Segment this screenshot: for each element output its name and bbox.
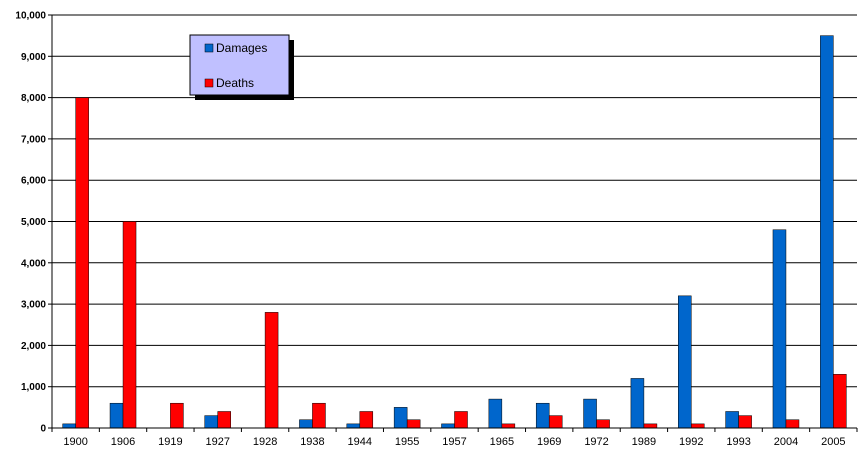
legend-label-damages: Damages (216, 41, 267, 55)
bar-deaths-2004 (785, 419, 800, 429)
bar-deaths-1972 (596, 419, 610, 429)
bars (62, 35, 847, 429)
y-tick-label: 8,000 (21, 93, 46, 104)
y-tick-label: 1,000 (21, 382, 46, 393)
gridlines (52, 14, 857, 388)
x-tick-label: 1906 (111, 436, 135, 448)
bar-deaths-1965 (501, 423, 516, 429)
y-tick-label: 6,000 (21, 176, 46, 187)
bar-deaths-1993 (738, 415, 752, 429)
x-tick-label: 1928 (253, 436, 277, 448)
bar-deaths-1969 (548, 415, 563, 429)
y-tick-label: 5,000 (21, 217, 46, 228)
x-tick-label: 2005 (821, 436, 845, 448)
bar-deaths-1989 (643, 423, 658, 429)
bar-damages-1944 (346, 423, 361, 429)
bar-deaths-1938 (312, 402, 326, 429)
bar-deaths-1957 (454, 411, 468, 429)
bar-deaths-1919 (170, 402, 184, 429)
x-tick-label: 2004 (774, 436, 798, 448)
legend-label-deaths: Deaths (216, 76, 254, 90)
y-tick-label: 7,000 (21, 134, 46, 145)
axes (51, 15, 857, 429)
x-tick-label: 1972 (584, 436, 608, 448)
x-tick-label: 1900 (63, 436, 87, 448)
y-tick-label: 9,000 (21, 52, 46, 63)
bar-deaths-1928 (264, 312, 279, 429)
x-tick-label: 1965 (490, 436, 514, 448)
bar-damages-1955 (393, 407, 408, 429)
x-tick-label: 1989 (632, 436, 656, 448)
bar-deaths-1944 (359, 411, 374, 429)
bar-damages-1900 (62, 423, 76, 429)
bar-deaths-2005 (833, 374, 847, 429)
x-tick-label: 1927 (205, 436, 229, 448)
x-tick-label: 1919 (158, 436, 182, 448)
y-tick-label: 0 (40, 424, 46, 435)
bar-damages-1906 (109, 402, 124, 429)
y-tick-label: 4,000 (21, 258, 46, 269)
bar-damages-2005 (820, 35, 834, 429)
bar-damages-2004 (772, 229, 787, 429)
y-tick-label: 3,000 (21, 300, 46, 311)
bar-deaths-1955 (406, 419, 421, 429)
legend-swatch-damages (204, 43, 214, 53)
y-tick-label: 2,000 (21, 341, 46, 352)
bar-deaths-1992 (691, 423, 705, 429)
x-tick-label: 1938 (300, 436, 324, 448)
bar-deaths-1900 (75, 97, 89, 429)
x-tick-label: 1957 (442, 436, 466, 448)
y-axis-ticks: 0 1,000 2,000 3,000 4,000 5,000 6,000 7,000 8,00… (15, 11, 52, 435)
x-axis-ticks: 1900 1906 1919 1927 1928 1938 1944 1955 1957 1965… (51, 428, 858, 448)
x-tick-label: 1993 (726, 436, 750, 448)
bar-damages-1927 (204, 415, 218, 429)
x-tick-label: 1992 (679, 436, 703, 448)
bar-deaths-1927 (217, 411, 231, 429)
legend-swatch-deaths (204, 78, 214, 88)
bar-damages-1957 (441, 423, 455, 429)
bar-damages-1992 (678, 295, 692, 429)
x-tick-label: 1955 (395, 436, 419, 448)
bar-damages-1993 (725, 411, 739, 429)
legend: Damages Deaths (189, 34, 294, 100)
bar-deaths-1906 (122, 221, 137, 429)
x-tick-label: 1944 (348, 436, 372, 448)
y-tick-label: 10,000 (15, 11, 46, 22)
bar-damages-1989 (630, 378, 645, 429)
bar-damages-1938 (299, 419, 313, 429)
bar-damages-1972 (583, 398, 597, 429)
x-tick-label: 1969 (537, 436, 561, 448)
bar-damages-1969 (535, 402, 550, 429)
bar-damages-1965 (488, 398, 503, 429)
